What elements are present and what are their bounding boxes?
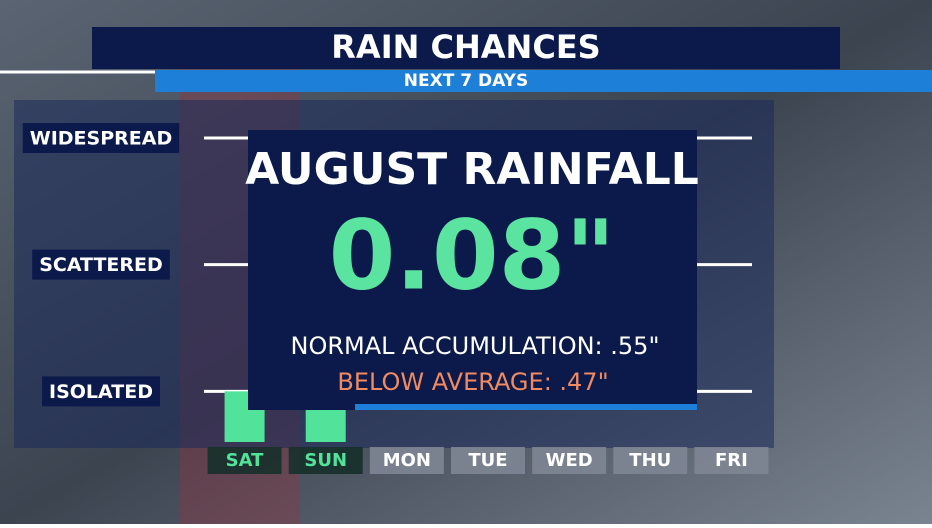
x-tick-label: SAT xyxy=(226,450,264,471)
x-tick-box xyxy=(369,447,444,474)
x-tick-label: FRI xyxy=(715,450,748,471)
x-tick-box xyxy=(694,447,769,474)
y-tick-label: WIDESPREAD xyxy=(30,128,172,150)
header-title: RAIN CHANCES xyxy=(331,28,600,66)
header-bar xyxy=(92,27,840,69)
y-tick-box xyxy=(22,123,180,153)
y-tick-box xyxy=(42,376,160,407)
x-tick-box xyxy=(451,447,525,474)
x-tick-label: MON xyxy=(383,450,431,471)
x-tick-box xyxy=(288,447,363,474)
x-tick-label: THU xyxy=(629,450,671,471)
y-tick-box xyxy=(32,249,170,280)
overlay-departure: BELOW AVERAGE: .47" xyxy=(337,368,608,396)
overlay-normal: NORMAL ACCUMULATION: .55" xyxy=(291,332,660,360)
header-subtitle: NEXT 7 DAYS xyxy=(404,71,528,91)
x-tick-label: TUE xyxy=(468,450,507,471)
y-tick-label: ISOLATED xyxy=(49,381,153,403)
x-tick-label: SUN xyxy=(304,450,347,471)
subheader-bar xyxy=(155,70,932,92)
overlay-amount: 0.08" xyxy=(329,199,616,311)
x-tick-label: WED xyxy=(546,450,593,471)
overlay-background xyxy=(248,130,697,410)
overlay-accent xyxy=(355,404,697,410)
overlay-title: AUGUST RAINFALL xyxy=(245,144,699,195)
x-tick-box xyxy=(613,447,688,474)
y-tick-label: SCATTERED xyxy=(39,254,163,276)
x-tick-box xyxy=(207,447,282,474)
x-tick-box xyxy=(532,447,607,474)
overlay-box: AUGUST RAINFALL 0.08" NORMAL ACCUMULATIO… xyxy=(245,130,699,410)
